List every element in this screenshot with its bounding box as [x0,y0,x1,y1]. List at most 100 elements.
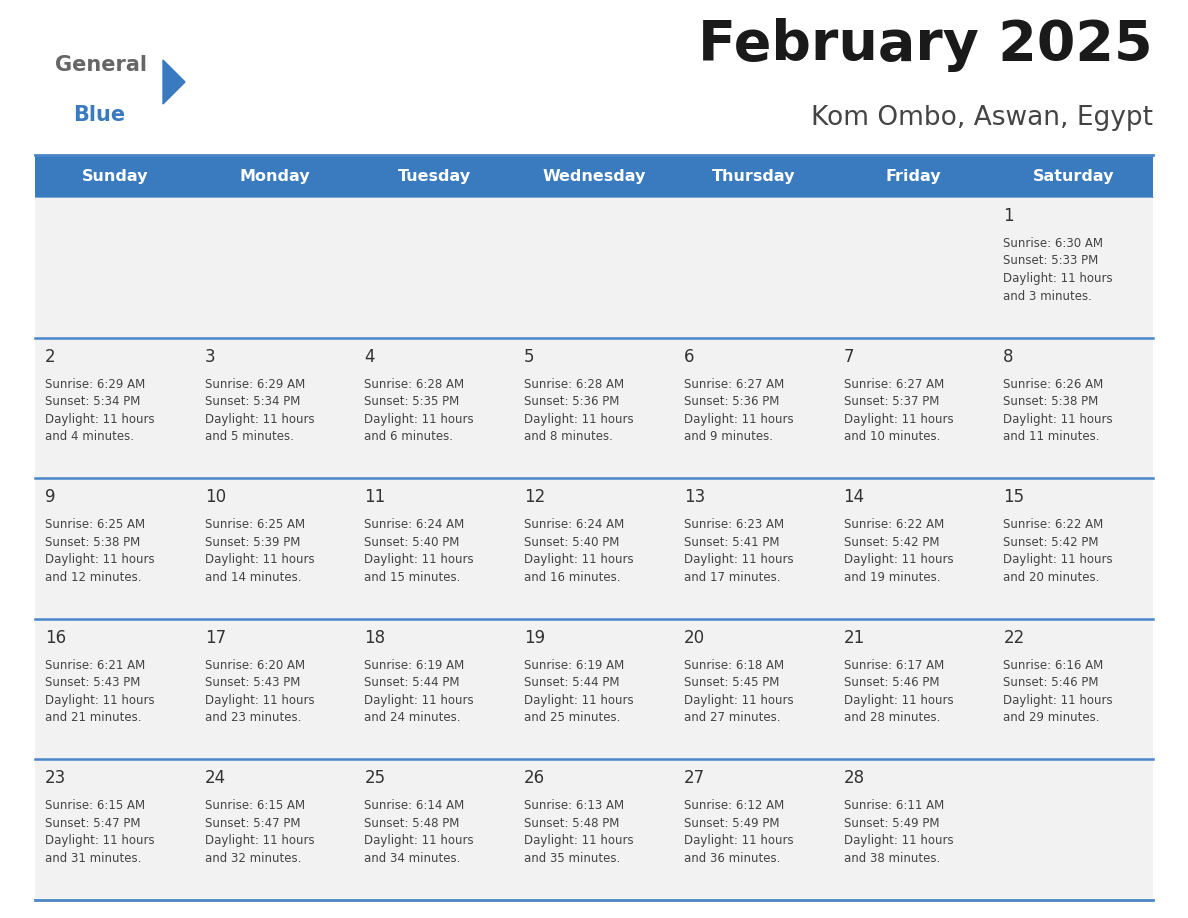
Bar [354,197,514,338]
Text: 22: 22 [1004,629,1024,647]
Text: Sunset: 5:49 PM: Sunset: 5:49 PM [843,817,939,830]
Bar [34,619,195,759]
Text: Sunset: 5:49 PM: Sunset: 5:49 PM [684,817,779,830]
Text: Kom Ombo, Aswan, Egypt: Kom Ombo, Aswan, Egypt [811,105,1154,131]
Text: and 16 minutes.: and 16 minutes. [524,571,620,584]
Bar [34,759,195,900]
Text: 5: 5 [524,348,535,365]
Text: and 6 minutes.: and 6 minutes. [365,431,454,443]
Text: Sunset: 5:48 PM: Sunset: 5:48 PM [365,817,460,830]
Text: February 2025: February 2025 [699,18,1154,72]
Bar [34,338,195,478]
Text: Sunset: 5:42 PM: Sunset: 5:42 PM [1004,536,1099,549]
Text: Daylight: 11 hours: Daylight: 11 hours [1004,272,1113,285]
Text: Daylight: 11 hours: Daylight: 11 hours [365,554,474,566]
Bar [834,155,993,197]
Text: Daylight: 11 hours: Daylight: 11 hours [684,694,794,707]
Text: and 23 minutes.: and 23 minutes. [204,711,301,724]
Text: Sunrise: 6:13 AM: Sunrise: 6:13 AM [524,800,624,812]
Bar [195,759,354,900]
Bar [514,338,674,478]
Text: Daylight: 11 hours: Daylight: 11 hours [843,412,953,426]
Text: Daylight: 11 hours: Daylight: 11 hours [684,554,794,566]
Text: Friday: Friday [885,169,941,184]
Bar [514,197,674,338]
Text: and 3 minutes.: and 3 minutes. [1004,289,1092,303]
Bar [354,619,514,759]
Text: Sunrise: 6:17 AM: Sunrise: 6:17 AM [843,659,943,672]
Text: Sunset: 5:35 PM: Sunset: 5:35 PM [365,395,460,409]
Text: Sunset: 5:43 PM: Sunset: 5:43 PM [45,677,140,689]
Text: Daylight: 11 hours: Daylight: 11 hours [524,554,633,566]
Text: Daylight: 11 hours: Daylight: 11 hours [45,554,154,566]
Bar [34,197,195,338]
Text: Sunrise: 6:23 AM: Sunrise: 6:23 AM [684,518,784,532]
Text: 10: 10 [204,488,226,506]
Bar [195,619,354,759]
Text: Monday: Monday [239,169,310,184]
Text: Daylight: 11 hours: Daylight: 11 hours [1004,694,1113,707]
Bar [674,619,834,759]
Bar [993,478,1154,619]
Bar [514,478,674,619]
Text: 3: 3 [204,348,215,365]
Text: Sunset: 5:33 PM: Sunset: 5:33 PM [1004,254,1099,267]
Bar [993,759,1154,900]
Text: Sunset: 5:34 PM: Sunset: 5:34 PM [45,395,140,409]
Bar [674,478,834,619]
Bar [354,155,514,197]
Bar [354,478,514,619]
Bar [195,197,354,338]
Bar [354,759,514,900]
Text: Sunrise: 6:16 AM: Sunrise: 6:16 AM [1004,659,1104,672]
Text: Sunrise: 6:19 AM: Sunrise: 6:19 AM [365,659,465,672]
Text: Daylight: 11 hours: Daylight: 11 hours [843,554,953,566]
Text: 2: 2 [45,348,56,365]
Text: Sunrise: 6:14 AM: Sunrise: 6:14 AM [365,800,465,812]
Bar [993,338,1154,478]
Text: and 35 minutes.: and 35 minutes. [524,852,620,865]
Text: Daylight: 11 hours: Daylight: 11 hours [45,412,154,426]
Text: Sunrise: 6:21 AM: Sunrise: 6:21 AM [45,659,145,672]
Text: 16: 16 [45,629,67,647]
Text: Daylight: 11 hours: Daylight: 11 hours [365,694,474,707]
Text: and 24 minutes.: and 24 minutes. [365,711,461,724]
Text: Sunset: 5:46 PM: Sunset: 5:46 PM [843,677,939,689]
Text: and 25 minutes.: and 25 minutes. [524,711,620,724]
Text: Sunrise: 6:24 AM: Sunrise: 6:24 AM [365,518,465,532]
Text: Daylight: 11 hours: Daylight: 11 hours [204,554,315,566]
Text: Tuesday: Tuesday [398,169,470,184]
Bar [834,478,993,619]
Text: and 36 minutes.: and 36 minutes. [684,852,781,865]
Text: Daylight: 11 hours: Daylight: 11 hours [365,834,474,847]
Text: 15: 15 [1004,488,1024,506]
Text: Thursday: Thursday [712,169,796,184]
Bar [674,338,834,478]
Text: Daylight: 11 hours: Daylight: 11 hours [1004,412,1113,426]
Text: 20: 20 [684,629,704,647]
Text: Daylight: 11 hours: Daylight: 11 hours [684,412,794,426]
Bar [514,759,674,900]
Text: 18: 18 [365,629,386,647]
Text: and 29 minutes.: and 29 minutes. [1004,711,1100,724]
Text: Daylight: 11 hours: Daylight: 11 hours [524,412,633,426]
Text: Sunrise: 6:15 AM: Sunrise: 6:15 AM [45,800,145,812]
Text: and 14 minutes.: and 14 minutes. [204,571,302,584]
Text: Sunrise: 6:27 AM: Sunrise: 6:27 AM [843,377,943,390]
Polygon shape [163,60,185,104]
Bar [834,197,993,338]
Bar [993,619,1154,759]
Text: Sunset: 5:36 PM: Sunset: 5:36 PM [524,395,619,409]
Text: Sunrise: 6:26 AM: Sunrise: 6:26 AM [1004,377,1104,390]
Text: Daylight: 11 hours: Daylight: 11 hours [1004,554,1113,566]
Text: Sunday: Sunday [82,169,148,184]
Bar [34,478,195,619]
Bar [674,197,834,338]
Text: Sunrise: 6:12 AM: Sunrise: 6:12 AM [684,800,784,812]
Text: Sunrise: 6:19 AM: Sunrise: 6:19 AM [524,659,625,672]
Bar [674,155,834,197]
Text: 24: 24 [204,769,226,788]
Text: and 20 minutes.: and 20 minutes. [1004,571,1100,584]
Text: 17: 17 [204,629,226,647]
Text: 11: 11 [365,488,386,506]
